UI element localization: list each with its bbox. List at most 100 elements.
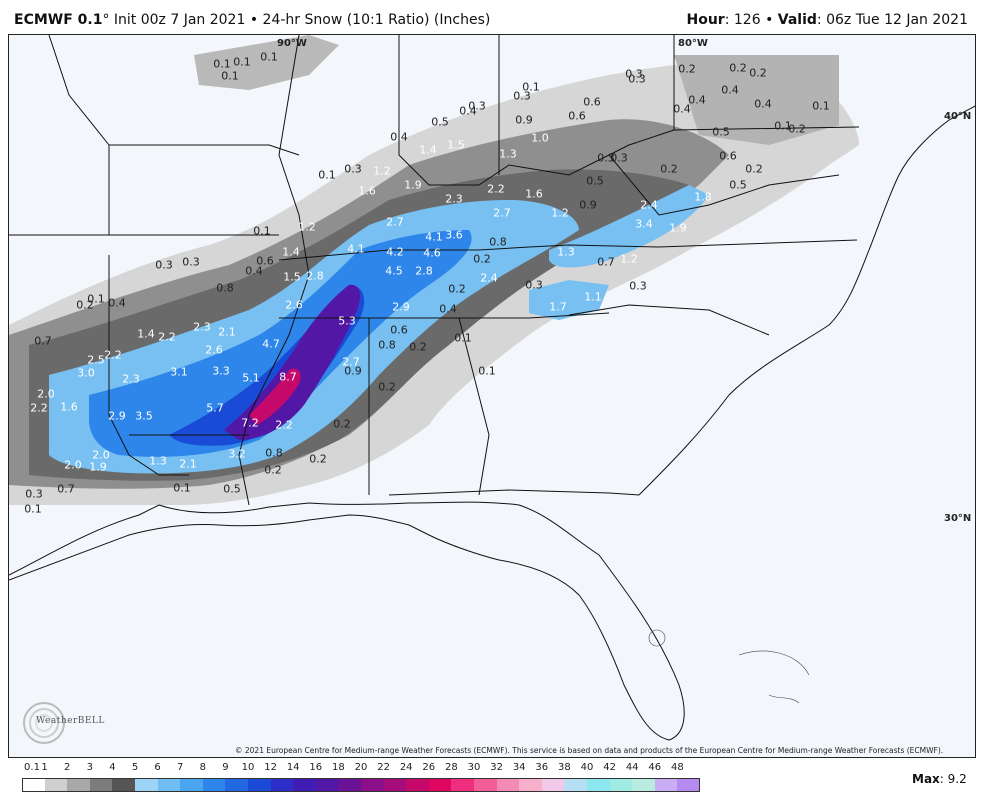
legend-label: 48	[671, 762, 684, 773]
line-al-ga	[368, 317, 490, 496]
snow-value-label: 0.3	[182, 255, 200, 269]
legend-swatch	[248, 778, 272, 792]
snow-value-label: 0.2	[788, 122, 806, 136]
legend-label: 2	[64, 762, 71, 773]
snow-value-label: 0.2	[448, 282, 466, 296]
snow-value-label: 0.4	[459, 104, 477, 118]
snow-value-label: 1.5	[447, 138, 465, 152]
legend-label: 44	[625, 762, 639, 773]
legend-label: 20	[354, 762, 368, 773]
snow-value-label: 0.1	[454, 331, 472, 345]
line-ga-fl	[388, 489, 640, 496]
snow-value-label: 1.1	[584, 290, 602, 304]
legend-swatch	[632, 778, 656, 792]
snow-value-label: 1.0	[531, 131, 549, 145]
snow-value-label: 0.3	[610, 151, 628, 165]
snow-value-label: 0.2	[309, 452, 327, 466]
forecast-time: Hour: 126 • Valid: 06z Tue 12 Jan 2021	[687, 12, 969, 28]
snow-value-label: 2.9	[392, 300, 410, 314]
snow-value-label: 0.2	[409, 340, 427, 354]
snow-value-label: 2.7	[493, 206, 511, 220]
weatherbell-logo	[23, 702, 65, 744]
snow-value-label: 3.3	[212, 364, 230, 378]
snow-value-label: 0.8	[265, 446, 283, 460]
snow-value-label: 0.8	[378, 338, 396, 352]
snow-value-label: 1.2	[373, 164, 391, 178]
coastline	[9, 501, 685, 741]
snow-value-label: 3.5	[135, 409, 153, 423]
snow-value-label: 3.6	[445, 228, 463, 242]
snow-value-label: 1.2	[620, 252, 638, 266]
snow-value-label: 0.4	[108, 296, 126, 310]
snow-value-label: 4.7	[262, 337, 280, 351]
lat-30-label: 30°N	[944, 513, 972, 524]
legend-swatch	[22, 778, 46, 792]
snow-value-label: 1.4	[419, 143, 437, 157]
legend-swatch	[654, 778, 678, 792]
legend-label: 22	[377, 762, 390, 773]
snow-value-label: 7.2	[241, 416, 259, 430]
legend-label: 14	[286, 762, 300, 773]
line-sc-nc	[568, 304, 770, 336]
snow-value-label: 0.3	[597, 151, 615, 165]
separator-2: •	[765, 12, 774, 28]
legend-swatch	[293, 778, 317, 792]
snow-value-label: 0.1	[221, 69, 239, 83]
legend-swatch	[202, 778, 226, 792]
legend-swatch	[564, 778, 588, 792]
snow-value-label: 3.1	[170, 365, 188, 379]
snow-value-label: 2.7	[342, 355, 360, 369]
legend-label: 26	[422, 762, 436, 773]
max-label: Max	[912, 772, 940, 786]
snow-value-label: 0.6	[719, 149, 737, 163]
legend-swatch	[157, 778, 181, 792]
legend-label: 6	[154, 762, 161, 773]
snow-value-label: 0.2	[264, 463, 282, 477]
snowfall-map: 0.1 0.1 0.1 0.1 0.1 0.3 0.3 0.4 0.5 0.9 0.6 0.6 0.3 0…	[8, 34, 976, 758]
lon-80-label: 80°W	[678, 38, 708, 49]
snow-value-label: 2.6	[205, 343, 223, 357]
snow-value-label: 2.2	[487, 182, 505, 196]
snow-value-label: 0.5	[712, 125, 730, 139]
legend-swatch	[135, 778, 159, 792]
max-value: : 9.2	[939, 772, 967, 786]
legend-swatch	[451, 778, 475, 792]
snow-value-label: 0.5	[223, 482, 241, 496]
line-nw	[48, 35, 110, 235]
snow-value-label: 0.4	[688, 93, 706, 107]
snow-value-label: 0.1	[260, 50, 278, 64]
legend-swatch	[519, 778, 543, 792]
legend-swatch	[609, 778, 633, 792]
snow-value-label: 2.0	[64, 458, 82, 472]
legend-label: 4	[109, 762, 116, 773]
snow-value-label: 2.2	[275, 418, 293, 432]
snow-value-label: 0.1	[24, 502, 42, 516]
boundaries	[9, 35, 975, 741]
snow-band-grey-nw	[194, 35, 339, 90]
snow-value-label: 0.4	[721, 83, 739, 97]
snow-value-label: 3.2	[228, 447, 246, 461]
snow-value-label: 0.1	[213, 57, 231, 71]
snow-value-label: 0.2	[660, 162, 678, 176]
snow-value-label: 0.5	[586, 174, 604, 188]
legend-swatch	[270, 778, 294, 792]
snow-value-label: 5.3	[338, 314, 356, 328]
legend-label: 34	[512, 762, 526, 773]
legend-label: 28	[445, 762, 458, 773]
snow-value-label: 0.9	[515, 113, 533, 127]
snow-value-label: 0.1	[812, 99, 830, 113]
snow-value-label: 0.3	[629, 279, 647, 293]
snow-value-label: 2.5	[87, 353, 105, 367]
legend-swatch	[315, 778, 339, 792]
snow-value-label: 1.6	[60, 400, 78, 414]
legend-label: 3	[86, 762, 93, 773]
snow-value-label: 0.7	[34, 334, 52, 348]
snow-value-label: 0.2	[378, 380, 396, 394]
hour-label: Hour	[686, 12, 725, 28]
snow-value-label: 4.6	[423, 246, 441, 260]
snow-value-label: 2.0	[37, 387, 55, 401]
legend-frame	[22, 778, 700, 792]
snow-value-label: 2.1	[179, 457, 197, 471]
snow-value-label: 0.1	[173, 481, 191, 495]
snow-value-label: 0.5	[431, 115, 449, 129]
